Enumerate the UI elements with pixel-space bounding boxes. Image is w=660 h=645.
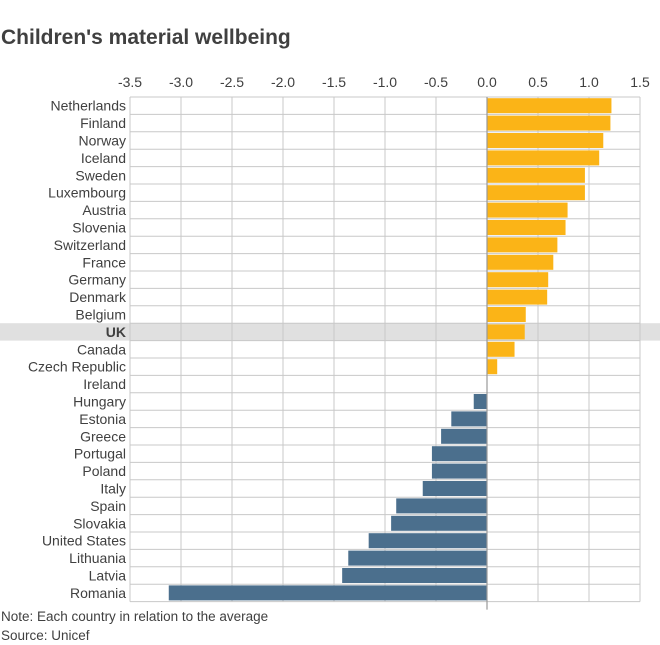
- x-tick-label: -2.0: [271, 74, 295, 90]
- bar-latvia: [342, 568, 487, 583]
- bar-luxembourg: [487, 185, 585, 201]
- bar-slovenia: [487, 220, 566, 235]
- bar-canada: [487, 341, 515, 357]
- category-label: Estonia: [79, 411, 126, 427]
- category-label: Lithuania: [69, 550, 126, 566]
- x-tick-label: 0.0: [477, 74, 497, 90]
- bar-germany: [487, 272, 549, 288]
- bar-slovakia: [391, 515, 487, 531]
- category-label: Greece: [80, 428, 126, 444]
- category-label: Poland: [82, 463, 126, 479]
- bar-romania: [168, 585, 487, 601]
- category-label: Canada: [77, 341, 126, 357]
- bar-spain: [396, 498, 487, 514]
- bar-iceland: [487, 150, 600, 166]
- bar-netherlands: [487, 98, 612, 114]
- category-label: Romania: [70, 585, 126, 601]
- category-label: Italy: [100, 481, 126, 497]
- bar-switzerland: [487, 237, 558, 253]
- category-label: Netherlands: [51, 98, 127, 114]
- bar-uk: [487, 324, 525, 340]
- bar-france: [487, 254, 554, 270]
- category-label: Denmark: [69, 289, 127, 305]
- category-label: Portugal: [74, 446, 126, 462]
- category-label: Iceland: [81, 150, 126, 166]
- category-label: Germany: [68, 272, 126, 288]
- x-tick-label: 0.5: [528, 74, 548, 90]
- note-text: Note: Each country in relation to the av…: [1, 609, 268, 624]
- x-tick-label: -3.0: [169, 74, 193, 90]
- highlight-band: [0, 323, 660, 341]
- category-label: UK: [106, 324, 126, 340]
- bar-united-states: [368, 533, 487, 549]
- bar-austria: [487, 202, 568, 218]
- category-label: Sweden: [75, 167, 126, 183]
- category-label: Slovakia: [73, 515, 126, 531]
- x-axis-ticks: -3.5 -3.0 -2.5 -2.0 -1.5 -1.0 -0.5 0.0 0.5 1.0 1.5: [118, 74, 650, 90]
- bar-finland: [487, 115, 611, 131]
- bar-poland: [431, 463, 487, 479]
- category-label: Hungary: [73, 394, 126, 410]
- bar-portugal: [431, 446, 487, 462]
- x-tick-label: 1.5: [630, 74, 650, 90]
- bar-greece: [441, 428, 487, 444]
- x-tick-label: -1.0: [373, 74, 397, 90]
- category-label: Switzerland: [54, 237, 126, 253]
- source-text: Source: Unicef: [1, 628, 90, 643]
- bar-czech-republic: [487, 359, 498, 375]
- highlight-band-layer: [0, 323, 660, 341]
- category-label: Finland: [80, 115, 126, 131]
- bars: [168, 98, 612, 601]
- x-tick-label: -1.5: [322, 74, 346, 90]
- bar-norway: [487, 133, 604, 148]
- category-label: France: [82, 254, 126, 270]
- category-label: Latvia: [89, 568, 127, 584]
- bar-hungary: [473, 394, 487, 409]
- category-label: United States: [42, 533, 126, 549]
- category-label: Slovenia: [72, 220, 126, 236]
- category-label: Austria: [82, 202, 126, 218]
- x-tick-label: 1.0: [579, 74, 599, 90]
- category-label: Belgium: [75, 307, 126, 323]
- bar-denmark: [487, 289, 548, 305]
- bar-estonia: [451, 411, 487, 427]
- category-label: Luxembourg: [48, 185, 126, 201]
- x-tick-label: -0.5: [424, 74, 448, 90]
- category-label: Czech Republic: [28, 359, 126, 375]
- category-label: Ireland: [83, 376, 126, 392]
- chart-title: Children's material wellbeing: [1, 26, 291, 49]
- category-label: Spain: [90, 498, 126, 514]
- x-tick-label: -2.5: [220, 74, 244, 90]
- bar-lithuania: [348, 550, 487, 566]
- bar-belgium: [487, 307, 526, 322]
- x-tick-label: -3.5: [118, 74, 142, 90]
- bar-italy: [422, 481, 487, 496]
- bar-sweden: [487, 167, 585, 183]
- category-label: Norway: [79, 133, 126, 149]
